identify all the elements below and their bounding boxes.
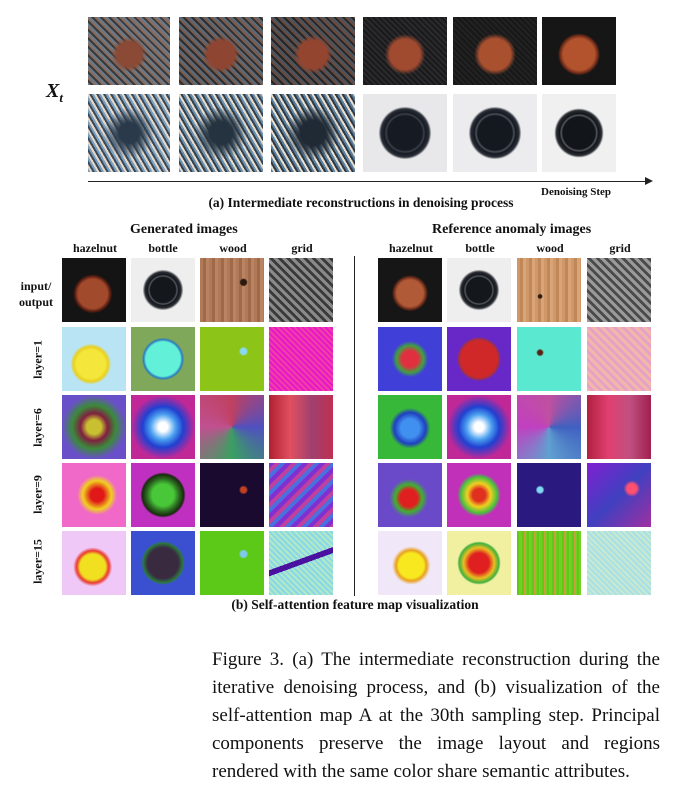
ref-bottle-input (447, 258, 511, 322)
generated-header: Generated images (130, 222, 238, 237)
gen-grid-layer6 (269, 395, 333, 459)
caption-b: (b) Self-attention feature map visualiza… (231, 597, 479, 612)
ref-bottle-layer9 (447, 463, 511, 527)
row-label-layer1: layer=1 (30, 340, 45, 379)
gen-bottle-layer15 (131, 531, 195, 595)
col-grid-gen: grid (291, 241, 313, 255)
gen-grid-layer15 (269, 531, 333, 595)
bottle-step-1 (88, 94, 170, 172)
gen-wood-layer6 (200, 395, 264, 459)
row-label-input-output: input/output (18, 279, 53, 309)
hazelnut-step-2 (179, 17, 263, 85)
ref-hazelnut-layer6 (378, 395, 442, 459)
row-label-layer9: layer=9 (30, 475, 45, 514)
bottle-step-2 (179, 94, 263, 172)
gen-wood-layer9 (200, 463, 264, 527)
bottle-step-4 (363, 94, 447, 172)
bottle-step-6 (542, 94, 616, 172)
ref-grid-layer15 (587, 531, 651, 595)
gen-grid-layer1 (269, 327, 333, 391)
row-label-layer6: layer=6 (30, 408, 45, 447)
ref-grid-layer1 (587, 327, 651, 391)
gen-hazelnut-input (62, 258, 126, 322)
arrow-right-icon (645, 177, 653, 185)
bottle-step-3 (271, 94, 355, 172)
ref-wood-layer1 (517, 327, 581, 391)
axis-label: Denoising Step (541, 186, 611, 198)
gen-wood-input (200, 258, 264, 322)
ref-bottle-layer1 (447, 327, 511, 391)
col-wood-gen: wood (219, 241, 247, 255)
xt-label: Xt (46, 80, 63, 105)
ref-hazelnut-layer15 (378, 531, 442, 595)
hazelnut-step-5 (453, 17, 537, 85)
col-wood-ref: wood (536, 241, 564, 255)
ref-wood-layer6 (517, 395, 581, 459)
caption-a: (a) Intermediate reconstructions in deno… (208, 195, 514, 210)
ref-bottle-layer6 (447, 395, 511, 459)
gen-hazelnut-layer6 (62, 395, 126, 459)
figure-caption: Figure 3. (a) The intermediate reconstru… (212, 649, 660, 782)
ref-wood-input (517, 258, 581, 322)
bottle-step-5 (453, 94, 537, 172)
gen-hazelnut-layer15 (62, 531, 126, 595)
row-label-layer15: layer=15 (30, 539, 45, 584)
hazelnut-step-3 (271, 17, 355, 85)
ref-hazelnut-layer1 (378, 327, 442, 391)
ref-grid-layer9 (587, 463, 651, 527)
hazelnut-step-6 (542, 17, 616, 85)
gen-bottle-input (131, 258, 195, 322)
gen-hazelnut-layer9 (62, 463, 126, 527)
gen-grid-input (269, 258, 333, 322)
ref-wood-layer9 (517, 463, 581, 527)
ref-grid-layer6 (587, 395, 651, 459)
gen-wood-layer1 (200, 327, 264, 391)
reference-header: Reference anomaly images (432, 222, 592, 237)
ref-grid-input (587, 258, 651, 322)
section-divider (354, 256, 356, 596)
denoising-axis (88, 181, 648, 183)
col-hazelnut-gen: hazelnut (72, 241, 117, 255)
ref-bottle-layer15 (447, 531, 511, 595)
hazelnut-step-4 (363, 17, 447, 85)
ref-wood-layer15 (517, 531, 581, 595)
gen-bottle-layer6 (131, 395, 195, 459)
ref-hazelnut-input (378, 258, 442, 322)
gen-bottle-layer9 (131, 463, 195, 527)
gen-wood-layer15 (200, 531, 264, 595)
gen-hazelnut-layer1 (62, 327, 126, 391)
hazelnut-step-1 (88, 17, 170, 85)
gen-grid-layer9 (269, 463, 333, 527)
col-grid-ref: grid (609, 241, 631, 255)
col-bottle-gen: bottle (148, 241, 178, 255)
col-bottle-ref: bottle (465, 241, 495, 255)
col-hazelnut-ref: hazelnut (388, 241, 433, 255)
gen-bottle-layer1 (131, 327, 195, 391)
ref-hazelnut-layer9 (378, 463, 442, 527)
